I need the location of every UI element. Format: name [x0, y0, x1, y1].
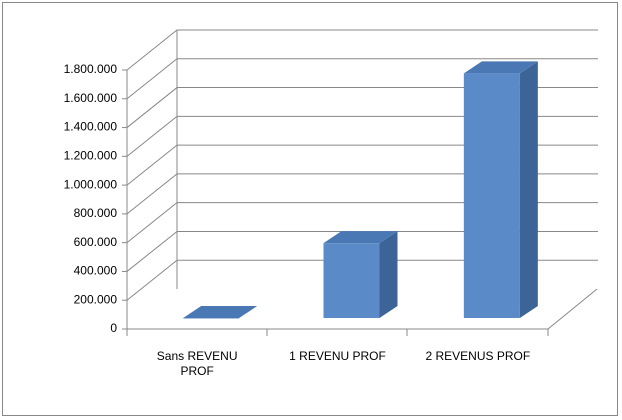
y-tick-label: 400.000: [74, 264, 118, 278]
y-tick-label: 800.000: [74, 206, 118, 220]
grid-line: [126, 29, 598, 71]
bar-top: [463, 61, 538, 74]
bar-top: [183, 306, 258, 318]
y-tick-label: 1.200.000: [64, 149, 118, 163]
x-tick-label: Sans REVENU PROF: [156, 349, 238, 378]
x-tick-label: 1 REVENU PROF: [289, 349, 386, 363]
grid-line: [126, 230, 598, 272]
grid-line: [126, 115, 598, 157]
bar-top: [323, 231, 398, 244]
grid-line: [126, 144, 598, 186]
y-tick-label: 600.000: [74, 235, 118, 249]
grid-line: [126, 173, 598, 215]
bar-front: [463, 73, 520, 318]
y-tick-label: 1.000.000: [64, 177, 118, 191]
bar-side: [519, 61, 538, 319]
bar-side: [379, 231, 398, 318]
y-tick-label: 0: [110, 321, 117, 335]
grid-line: [126, 58, 598, 100]
grid-line: [126, 202, 598, 244]
bar-front: [183, 318, 240, 319]
bar-front: [323, 243, 380, 318]
grid-line: [126, 259, 598, 301]
x-tick-label: 2 REVENUS PROF: [425, 349, 531, 363]
grid-line: [126, 87, 598, 128]
y-tick-label: 200.000: [74, 292, 118, 306]
y-tick-label: 1.400.000: [64, 120, 118, 134]
y-tick-label: 1.600.000: [64, 91, 118, 105]
y-tick-label: 1.800.000: [64, 62, 118, 76]
